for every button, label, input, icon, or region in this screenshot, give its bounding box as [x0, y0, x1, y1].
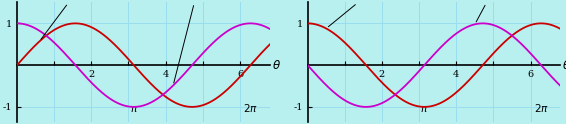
Text: $\theta$: $\theta$ [562, 59, 566, 72]
Text: $\dfrac{dy}{d\theta}\ =\ \cos\,\theta$: $\dfrac{dy}{d\theta}\ =\ \cos\,\theta$ [164, 0, 234, 83]
Text: $\theta$: $\theta$ [272, 59, 281, 72]
Text: $\pi$: $\pi$ [130, 104, 138, 114]
Text: $y\ =\ \sin\,\theta$: $y\ =\ \sin\,\theta$ [41, 0, 106, 39]
Text: $2\pi$: $2\pi$ [534, 102, 548, 114]
Text: $2\pi$: $2\pi$ [243, 102, 258, 114]
Text: $\dfrac{dx}{d\theta}\ =\ -\sin\,\theta$: $\dfrac{dx}{d\theta}\ =\ -\sin\,\theta$ [454, 0, 537, 22]
Text: $x\ =\ \cos\,\theta$: $x\ =\ \cos\,\theta$ [328, 0, 400, 27]
Text: $\pi$: $\pi$ [420, 104, 428, 114]
